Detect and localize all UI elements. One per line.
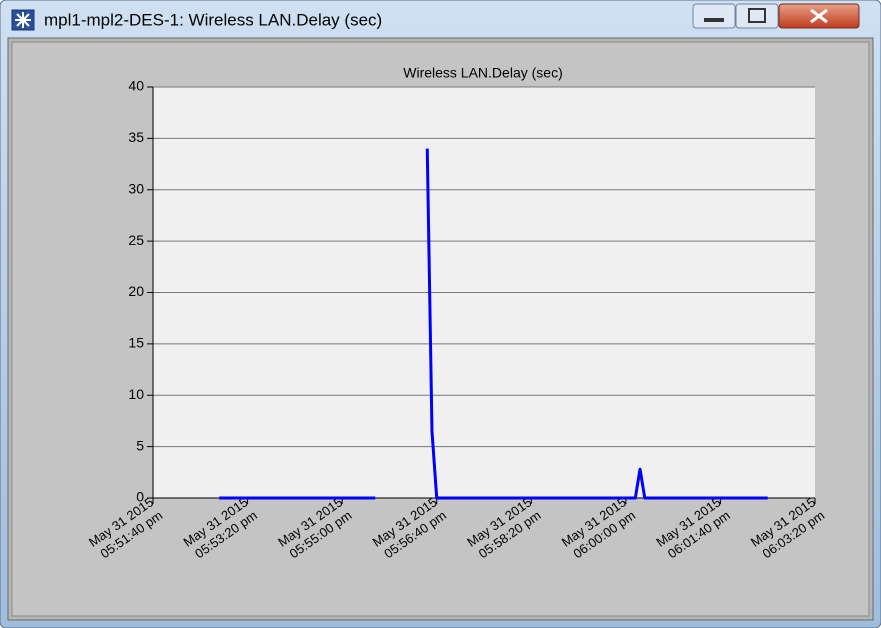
y-tick-label: 20	[128, 283, 144, 299]
y-tick-label: 25	[128, 232, 144, 248]
window-title: mpl1-mpl2-DES-1: Wireless LAN.Delay (sec…	[44, 10, 382, 29]
y-tick-label: 40	[128, 78, 144, 94]
y-tick-label: 10	[128, 386, 144, 402]
maximize-button[interactable]	[735, 3, 779, 29]
minimize-button[interactable]	[692, 3, 736, 29]
maximize-glyph	[748, 8, 766, 23]
close-glyph	[810, 8, 828, 24]
y-tick-label: 0	[136, 489, 144, 505]
y-tick-label: 35	[128, 129, 144, 145]
app-icon-glyph	[15, 12, 31, 28]
minimize-glyph	[704, 18, 724, 22]
chart-title: Wireless LAN.Delay (sec)	[403, 65, 562, 81]
data-line	[219, 148, 768, 500]
y-tick-label: 30	[128, 180, 144, 196]
y-tick-label: 5	[136, 437, 144, 453]
y-tick-label: 15	[128, 335, 144, 351]
